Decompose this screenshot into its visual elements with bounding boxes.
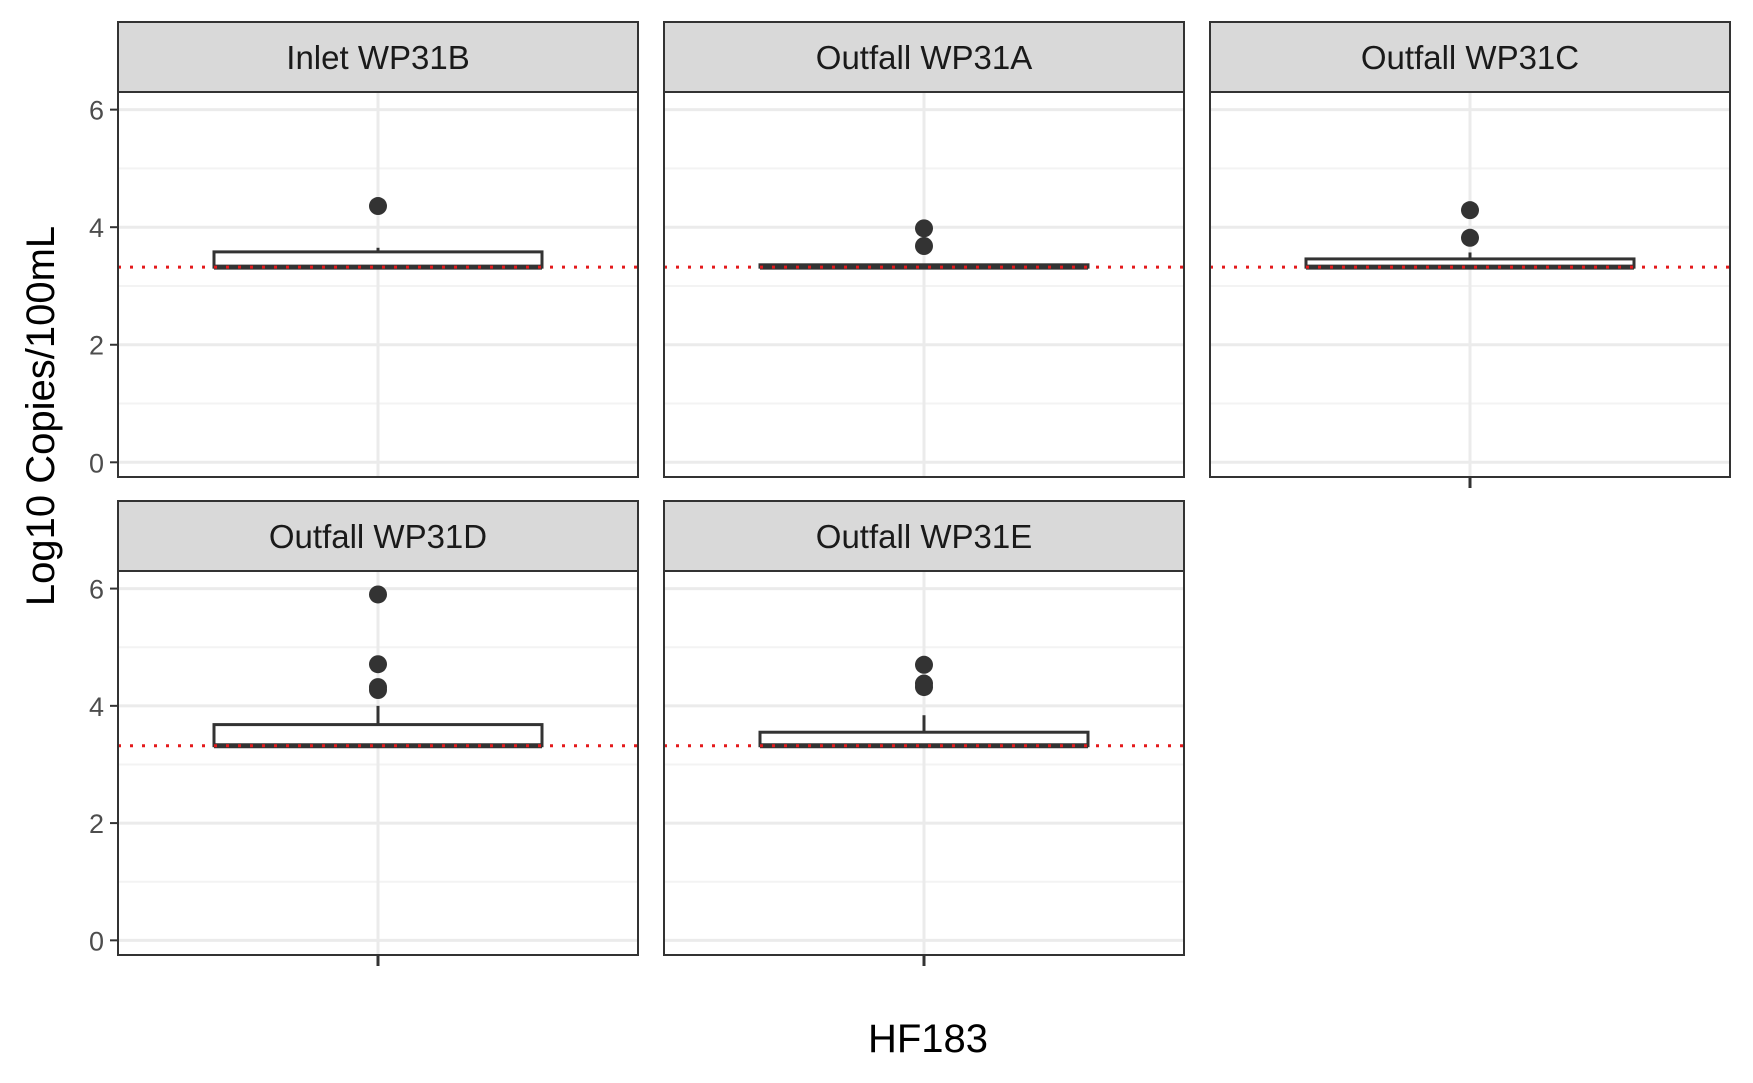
panel-border bbox=[663, 91, 1185, 478]
facet-strip-label: Outfall WP31A bbox=[816, 39, 1032, 76]
outlier-point bbox=[369, 197, 387, 216]
facet-strip-label: Inlet WP31B bbox=[286, 39, 469, 76]
outlier-point bbox=[915, 678, 933, 697]
x-axis-title: HF183 bbox=[868, 1017, 988, 1061]
facet-panel: Outfall WP31D 0 2 4 6 bbox=[89, 500, 639, 966]
facet-panel: Outfall WP31E bbox=[663, 500, 1185, 966]
outlier-point bbox=[1461, 228, 1479, 247]
y-tick-label: 2 bbox=[89, 331, 104, 361]
facet-strip-label: Outfall WP31D bbox=[269, 518, 487, 555]
y-axis-title: Log10 Copies/100mL bbox=[19, 226, 63, 606]
facet-strip bbox=[117, 21, 639, 93]
y-tick-label: 6 bbox=[89, 575, 104, 605]
outlier-point bbox=[915, 237, 933, 255]
facet-strip-label: Outfall WP31E bbox=[816, 518, 1032, 555]
box-body bbox=[212, 723, 544, 748]
y-tick-label: 6 bbox=[89, 96, 104, 126]
y-tick-label: 4 bbox=[89, 692, 104, 722]
y-tick-label: 4 bbox=[89, 213, 104, 243]
facet-panels: Inlet WP31B 0 2 4 6 Outfall WP31A Outfall WP31… bbox=[89, 21, 1731, 966]
y-tick-label: 0 bbox=[89, 926, 104, 956]
outlier-point bbox=[369, 681, 387, 700]
panel-border bbox=[117, 91, 639, 478]
facet-strip bbox=[1209, 21, 1731, 93]
outlier-point bbox=[369, 585, 387, 604]
y-tick-label: 0 bbox=[89, 448, 104, 478]
facet-strip-label: Outfall WP31C bbox=[1361, 39, 1579, 76]
outlier-point bbox=[915, 219, 933, 238]
facet-panel: Inlet WP31B 0 2 4 6 bbox=[89, 21, 639, 478]
facet-panel: Outfall WP31A bbox=[663, 21, 1185, 478]
y-tick-label: 2 bbox=[89, 809, 104, 839]
outlier-point bbox=[1461, 201, 1479, 220]
outlier-point bbox=[369, 655, 387, 674]
facet-panel: Outfall WP31C bbox=[1209, 21, 1731, 488]
facet-strip bbox=[663, 500, 1185, 572]
outlier-point bbox=[915, 655, 933, 674]
facet-strip bbox=[117, 500, 639, 572]
